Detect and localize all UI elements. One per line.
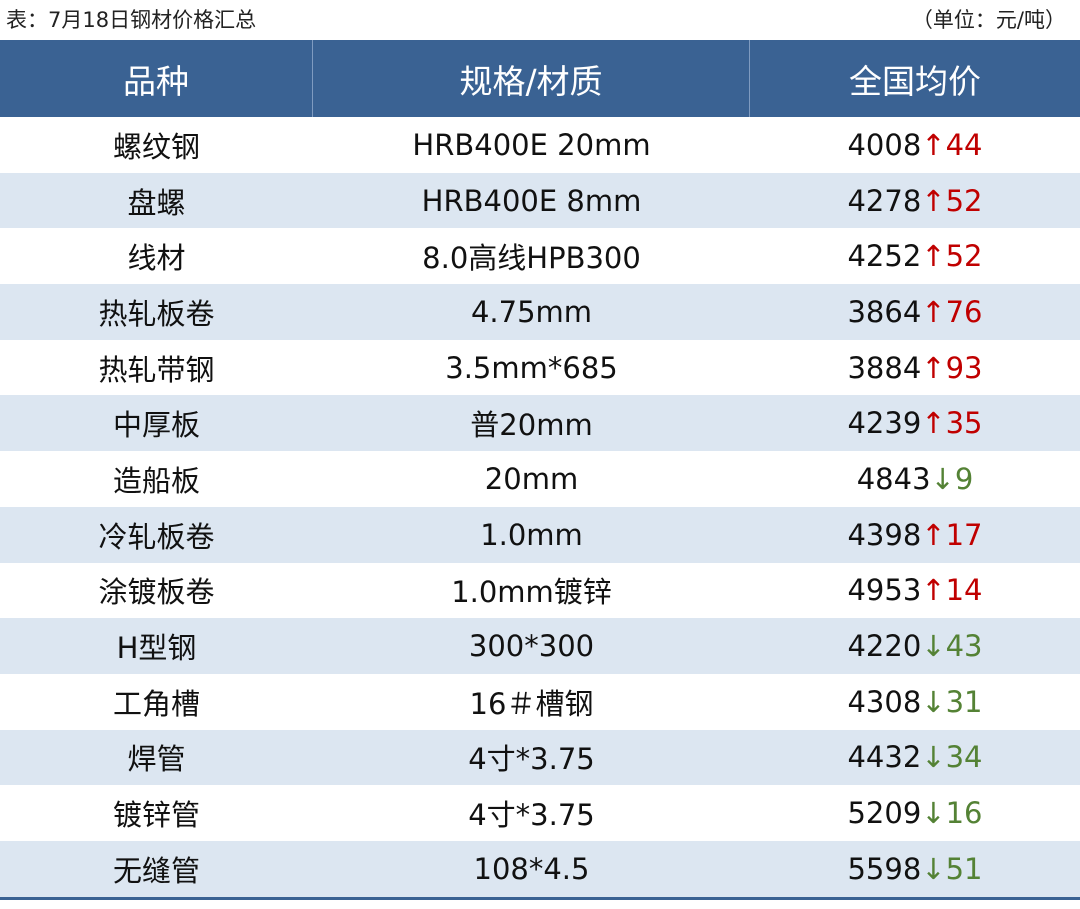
product-cell: 无缝管 bbox=[112, 853, 200, 888]
table-row: 盘螺 HRB400E 8mm 4278 ↑52 bbox=[0, 172, 1080, 229]
spec-cell: 16＃槽钢 bbox=[469, 686, 594, 721]
price-change: ↑76 bbox=[921, 294, 983, 329]
price-cell: 5209 ↓16 bbox=[750, 785, 1080, 841]
price-cell: 4252 ↑52 bbox=[750, 228, 1080, 284]
table-title: 表：7月18日钢材价格汇总 bbox=[6, 8, 257, 32]
product-cell: 热轧带钢 bbox=[98, 352, 215, 387]
product-cell: 工角槽 bbox=[112, 686, 200, 721]
price-change: ↓9 bbox=[930, 461, 974, 496]
price: 4239 bbox=[847, 406, 922, 441]
spec-cell: 4寸*3.75 bbox=[468, 742, 595, 777]
price: 4398 bbox=[847, 517, 922, 552]
table-row: 焊管 4寸*3.75 4432 ↓34 bbox=[0, 729, 1080, 786]
table-row: 镀锌管 4寸*3.75 5209 ↓16 bbox=[0, 785, 1080, 841]
table-row: 工角槽 16＃槽钢 4308 ↓31 bbox=[0, 674, 1080, 730]
product-cell: 线材 bbox=[127, 241, 186, 276]
price-change: ↑44 bbox=[921, 127, 983, 162]
price-cell: 4220 ↓43 bbox=[750, 618, 1080, 674]
spec-cell: HRB400E 20mm bbox=[412, 127, 651, 162]
unit-note: （单位：元/吨） bbox=[911, 8, 1066, 32]
table-row: 中厚板 普20mm 4239 ↑35 bbox=[0, 395, 1080, 452]
price: 4308 bbox=[847, 684, 922, 719]
price: 4432 bbox=[847, 740, 922, 775]
spec-cell: HRB400E 8mm bbox=[421, 183, 642, 218]
product-cell: 盘螺 bbox=[127, 185, 186, 220]
product-cell: 焊管 bbox=[127, 742, 186, 777]
table-row: 螺纹钢 HRB400E 20mm 4008 ↑44 bbox=[0, 117, 1080, 173]
header-cell: 全国均价 bbox=[849, 61, 981, 101]
price-cell: 3884 ↑93 bbox=[750, 340, 1080, 396]
product-cell: H型钢 bbox=[116, 631, 197, 666]
table-row: 无缝管 108*4.5 5598 ↓51 bbox=[0, 840, 1080, 897]
price-cell: 4239 ↑35 bbox=[750, 395, 1080, 451]
price-change: ↑14 bbox=[921, 573, 983, 608]
price: 5598 bbox=[847, 851, 922, 886]
price-change: ↑52 bbox=[921, 239, 983, 274]
price-table: 品种 规格/材质 全国均价螺纹钢 HRB400E 20mm 4008 ↑44 盘螺 HRB40… bbox=[0, 40, 1080, 900]
price: 3864 bbox=[847, 294, 922, 329]
price-change: ↑17 bbox=[921, 517, 983, 552]
table-row: 造船板 20mm 4843 ↓9 bbox=[0, 451, 1080, 507]
spec-cell: 20mm bbox=[484, 461, 579, 496]
product-cell: 中厚板 bbox=[112, 408, 200, 443]
price: 4252 bbox=[847, 239, 922, 274]
price-change: ↑93 bbox=[921, 350, 983, 385]
price-cell: 4398 ↑17 bbox=[750, 507, 1080, 563]
table-row: 热轧板卷 4.75mm 3864 ↑76 bbox=[0, 284, 1080, 340]
product-cell: 热轧板卷 bbox=[98, 296, 215, 331]
table-row: 热轧带钢 3.5mm*685 3884 ↑93 bbox=[0, 340, 1080, 396]
price: 4008 bbox=[847, 127, 922, 162]
table-row: H型钢 300*300 4220 ↓43 bbox=[0, 618, 1080, 674]
header-row: 品种 规格/材质 全国均价 bbox=[0, 40, 1080, 117]
price-cell: 3864 ↑76 bbox=[750, 284, 1080, 340]
price: 4953 bbox=[847, 573, 922, 608]
spec-cell: 300*300 bbox=[468, 629, 595, 664]
price-cell: 5598 ↓51 bbox=[750, 841, 1080, 897]
price-cell: 4953 ↑14 bbox=[750, 563, 1080, 619]
header-cell: 规格/材质 bbox=[313, 40, 750, 117]
spec-cell: 4.75mm bbox=[470, 294, 593, 329]
price-change: ↑52 bbox=[921, 183, 983, 218]
product-cell: 涂镀板卷 bbox=[98, 575, 215, 610]
price-change: ↓43 bbox=[921, 629, 983, 664]
price-cell: 4008 ↑44 bbox=[750, 117, 1080, 173]
price-change: ↓16 bbox=[921, 796, 983, 831]
table-row: 线材 8.0高线HPB300 4252 ↑52 bbox=[0, 228, 1080, 284]
price-change: ↓51 bbox=[921, 851, 983, 886]
price: 4220 bbox=[847, 629, 922, 664]
price-change: ↑35 bbox=[921, 406, 983, 441]
price-change: ↓31 bbox=[921, 684, 983, 719]
price-cell: 4432 ↓34 bbox=[750, 730, 1080, 786]
spec-cell: 8.0高线HPB300 bbox=[422, 241, 641, 276]
spec-cell: 3.5mm*685 bbox=[445, 350, 618, 385]
price-cell: 4278 ↑52 bbox=[750, 173, 1080, 229]
product-cell: 螺纹钢 bbox=[112, 129, 200, 164]
spec-cell: 普20mm bbox=[470, 408, 593, 443]
product-cell: 造船板 bbox=[112, 463, 200, 498]
spec-cell: 1.0mm bbox=[480, 517, 583, 552]
table-row: 涂镀板卷 1.0mm镀锌 4953 ↑14 bbox=[0, 563, 1080, 619]
product-cell: 冷轧板卷 bbox=[98, 519, 215, 554]
product-cell: 镀锌管 bbox=[112, 798, 200, 833]
price-cell: 4308 ↓31 bbox=[750, 674, 1080, 730]
spec-cell: 4寸*3.75 bbox=[468, 798, 595, 833]
price-change: ↓34 bbox=[921, 740, 983, 775]
price: 3884 bbox=[847, 350, 922, 385]
price: 4278 bbox=[847, 183, 922, 218]
price: 4843 bbox=[856, 461, 931, 496]
spec-cell: 1.0mm镀锌 bbox=[451, 575, 612, 610]
table-row: 冷轧板卷 1.0mm 4398 ↑17 bbox=[0, 506, 1080, 563]
spec-cell: 108*4.5 bbox=[473, 851, 590, 886]
header-cell: 品种 bbox=[0, 40, 313, 117]
price: 5209 bbox=[847, 796, 922, 831]
price-cell: 4843 ↓9 bbox=[750, 451, 1080, 507]
